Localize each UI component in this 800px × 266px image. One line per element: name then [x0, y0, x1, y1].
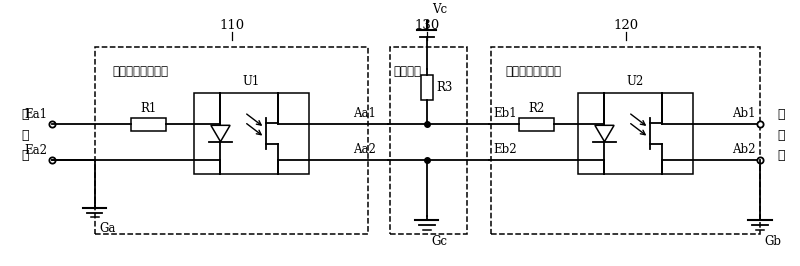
Text: Gc: Gc	[432, 235, 448, 248]
Text: 侧: 侧	[22, 149, 30, 161]
Text: Ab2: Ab2	[732, 143, 755, 156]
Bar	[194, 93, 309, 174]
Bar	[131, 118, 166, 131]
Text: U1: U1	[242, 75, 260, 88]
Text: Gb: Gb	[765, 235, 782, 248]
Text: R3: R3	[437, 81, 453, 94]
Text: Ea1: Ea1	[25, 109, 48, 122]
Bar	[421, 75, 433, 100]
Text: Vc: Vc	[432, 3, 447, 16]
Text: Eb2: Eb2	[493, 143, 517, 156]
Text: Ea2: Ea2	[25, 144, 48, 157]
Text: R2: R2	[528, 102, 545, 115]
Text: R1: R1	[140, 102, 157, 115]
Text: 二: 二	[778, 108, 785, 121]
Text: 120: 120	[613, 19, 638, 32]
Text: 一: 一	[22, 108, 30, 121]
Bar	[491, 47, 760, 234]
Text: Aa2: Aa2	[353, 143, 376, 156]
Text: Eb1: Eb1	[493, 107, 517, 119]
Text: 第二光电隔离电路: 第二光电隔离电路	[506, 65, 562, 78]
Text: Ab1: Ab1	[732, 107, 755, 119]
Text: 第一光电隔离电路: 第一光电隔离电路	[112, 65, 168, 78]
Text: 130: 130	[414, 19, 439, 32]
Bar	[390, 47, 467, 234]
Text: 次: 次	[778, 129, 785, 142]
Bar	[94, 47, 368, 234]
Text: 110: 110	[219, 19, 245, 32]
Text: 中间电路: 中间电路	[394, 65, 422, 78]
Text: U2: U2	[626, 75, 644, 88]
Text: 次: 次	[22, 129, 30, 142]
Text: 侧: 侧	[778, 149, 785, 161]
Text: Ga: Ga	[99, 222, 116, 235]
Text: Aa1: Aa1	[353, 107, 376, 119]
Bar	[519, 118, 554, 131]
Bar	[578, 93, 693, 174]
